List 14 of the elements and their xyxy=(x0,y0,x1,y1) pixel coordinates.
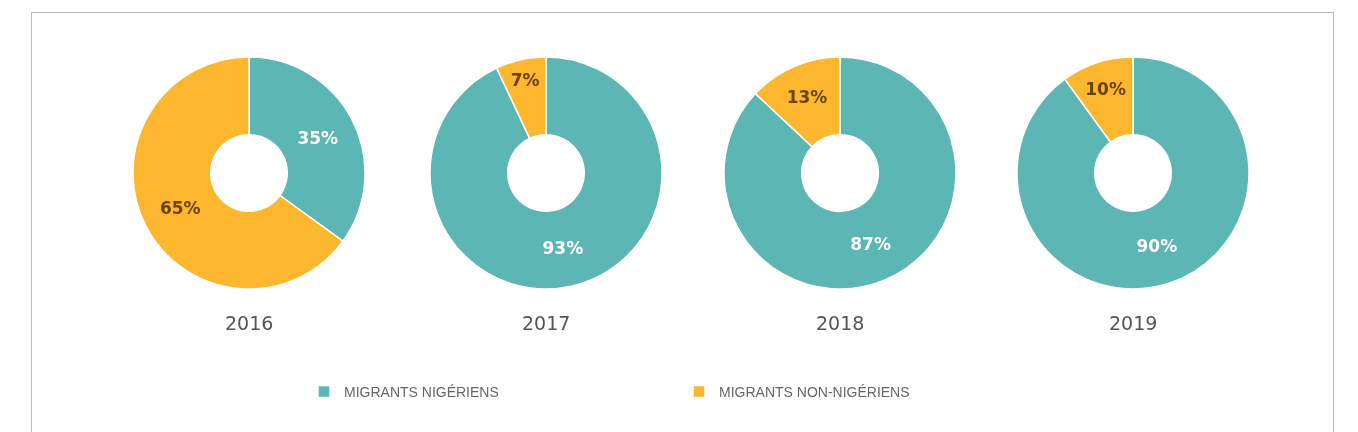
data-label: 13% xyxy=(786,86,828,107)
slice-label: 2017 xyxy=(522,312,571,334)
data-label: 7% xyxy=(510,70,540,91)
data-label: 65% xyxy=(159,198,201,219)
slice-label: 2019 xyxy=(1109,312,1158,334)
data-label: 35% xyxy=(297,127,339,148)
slice-label: 2016 xyxy=(225,312,274,334)
data-label: 10% xyxy=(1085,78,1126,99)
legend-label: MIGRANTS NIGÉRIENS xyxy=(344,384,499,401)
data-label: 87% xyxy=(850,233,891,254)
legend-label: MIGRANTS NON-NIGÉRIENS xyxy=(719,384,910,401)
data-label: 93% xyxy=(542,238,584,259)
slice-label: 2018 xyxy=(816,312,865,334)
data-label: 90% xyxy=(1136,236,1178,257)
